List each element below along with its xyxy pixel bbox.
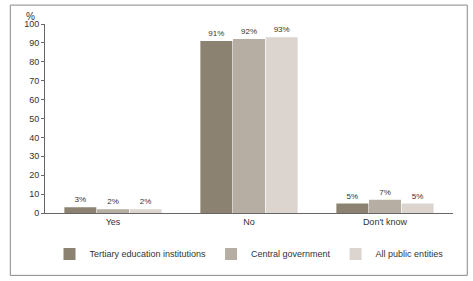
svg-text:0: 0 bbox=[34, 208, 39, 218]
svg-text:92%: 92% bbox=[241, 27, 257, 36]
svg-text:20: 20 bbox=[29, 170, 39, 180]
svg-text:30: 30 bbox=[29, 151, 39, 161]
svg-text:2%: 2% bbox=[107, 197, 119, 206]
svg-text:91%: 91% bbox=[208, 29, 224, 38]
svg-text:2%: 2% bbox=[140, 197, 152, 206]
svg-text:80: 80 bbox=[29, 57, 39, 67]
svg-text:Yes: Yes bbox=[106, 217, 121, 227]
svg-text:No: No bbox=[243, 217, 255, 227]
svg-text:5%: 5% bbox=[412, 192, 424, 201]
svg-text:50: 50 bbox=[29, 114, 39, 124]
svg-text:Don't know: Don't know bbox=[363, 217, 408, 227]
svg-text:10: 10 bbox=[29, 189, 39, 199]
svg-text:7%: 7% bbox=[379, 188, 391, 197]
svg-text:3%: 3% bbox=[75, 195, 87, 204]
svg-text:Tertiary education institution: Tertiary education institutions bbox=[90, 249, 207, 259]
svg-text:93%: 93% bbox=[274, 25, 290, 34]
svg-text:70: 70 bbox=[29, 76, 39, 86]
svg-text:100: 100 bbox=[24, 19, 39, 29]
svg-text:90: 90 bbox=[29, 38, 39, 48]
svg-text:40: 40 bbox=[29, 133, 39, 143]
svg-text:5%: 5% bbox=[347, 192, 359, 201]
svg-text:60: 60 bbox=[29, 95, 39, 105]
svg-text:All public entities: All public entities bbox=[376, 249, 444, 259]
svg-text:Central government: Central government bbox=[251, 249, 331, 259]
svg-text:%: % bbox=[26, 11, 35, 22]
